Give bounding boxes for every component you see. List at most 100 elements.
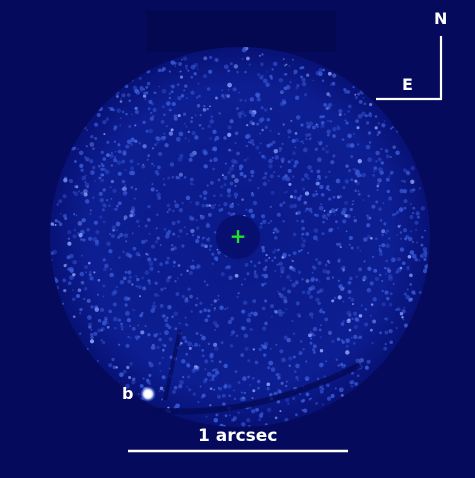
speckle-dot [302, 142, 305, 145]
compass-east-label: E [402, 75, 413, 94]
speckle-dot [138, 295, 141, 298]
speckle-dot [330, 208, 336, 213]
speckle-dot [263, 175, 267, 180]
speckle-dot [328, 170, 331, 173]
speckle-dot [247, 312, 252, 318]
speckle-dot [252, 377, 255, 380]
speckle-dot [285, 308, 288, 311]
speckle-dot [188, 388, 192, 392]
speckle-dot [264, 258, 268, 263]
companion-point [144, 390, 152, 398]
speckle-dot [340, 393, 344, 397]
speckle-dot [332, 73, 337, 78]
speckle-dot [377, 178, 382, 183]
speckle-dot [364, 114, 368, 118]
speckle-dot [196, 68, 199, 70]
speckle-dot [310, 337, 313, 340]
speckle-dot [117, 318, 122, 322]
speckle-dot [236, 151, 240, 156]
speckle-dot [338, 387, 344, 393]
speckle-dot [125, 112, 128, 116]
speckle-dot [187, 375, 191, 379]
speckle-dot [159, 262, 163, 267]
speckle-dot [109, 153, 114, 158]
speckle-dot [90, 170, 95, 175]
speckle-dot [384, 149, 389, 153]
speckle-dot [402, 261, 406, 265]
speckle-dot [168, 70, 171, 73]
speckle-dot [347, 289, 352, 294]
speckle-dot [308, 398, 312, 401]
speckle-dot [103, 133, 106, 136]
speckle-dot [305, 232, 310, 236]
speckle-dot [133, 85, 137, 90]
speckle-dot [312, 326, 318, 332]
speckle-dot [242, 376, 247, 381]
speckle-dot [154, 170, 159, 174]
speckle-dot [281, 176, 287, 181]
speckle-dot [132, 246, 137, 251]
speckle-dot [144, 98, 147, 101]
speckle-dot [311, 265, 316, 269]
speckle-dot [130, 137, 135, 143]
speckle-dot [294, 370, 297, 373]
speckle-dot [213, 368, 216, 371]
speckle-dot [169, 162, 175, 167]
speckle-dot [353, 216, 356, 218]
speckle-dot [231, 164, 235, 168]
speckle-dot [295, 115, 301, 120]
speckle-dot [73, 191, 79, 197]
speckle-dot [323, 103, 327, 107]
speckle-dot [214, 368, 218, 372]
speckle-dot [185, 352, 188, 356]
speckle-dot [212, 129, 217, 134]
speckle-dot [301, 226, 305, 231]
speckle-dot [191, 344, 194, 347]
speckle-dot [89, 270, 92, 274]
speckle-dot [309, 295, 313, 299]
speckle-dot [203, 196, 207, 201]
speckle-dot [203, 308, 208, 312]
speckle-dot [362, 96, 365, 99]
speckle-dot [226, 306, 229, 309]
speckle-dot [331, 299, 335, 303]
speckle-dot [85, 145, 88, 148]
speckle-dot [166, 316, 169, 319]
speckle-dot [121, 179, 126, 184]
speckle-dot [271, 156, 274, 159]
speckle-dot [175, 292, 180, 296]
speckle-dot [315, 278, 319, 282]
speckle-dot [375, 200, 379, 204]
speckle-dot [250, 311, 254, 315]
speckle-dot [352, 199, 355, 203]
speckle-dot [261, 245, 265, 250]
speckle-dot [113, 316, 118, 322]
speckle-dot [156, 192, 161, 198]
speckle-dot [347, 104, 352, 109]
speckle-dot [249, 384, 251, 386]
speckle-dot [294, 413, 298, 417]
speckle-dot [325, 263, 328, 266]
speckle-dot [187, 139, 190, 142]
speckle-dot [384, 317, 387, 320]
speckle-dot [240, 353, 245, 357]
speckle-dot [278, 390, 283, 395]
speckle-dot [166, 210, 169, 214]
speckle-dot [69, 253, 74, 259]
speckle-dot [234, 142, 237, 144]
speckle-dot [173, 200, 177, 203]
speckle-dot [370, 303, 374, 306]
speckle-dot [303, 201, 308, 205]
speckle-dot [176, 220, 181, 224]
speckle-dot [100, 178, 105, 183]
speckle-dot [297, 196, 302, 201]
speckle-dot [124, 303, 128, 307]
speckle-dot [176, 83, 180, 87]
speckle-dot [355, 275, 358, 278]
speckle-dot [175, 403, 180, 409]
speckle-dot [338, 109, 343, 114]
speckle-dot [250, 213, 255, 219]
speckle-dot [381, 229, 386, 234]
speckle-dot [291, 58, 294, 61]
speckle-dot [86, 185, 89, 189]
